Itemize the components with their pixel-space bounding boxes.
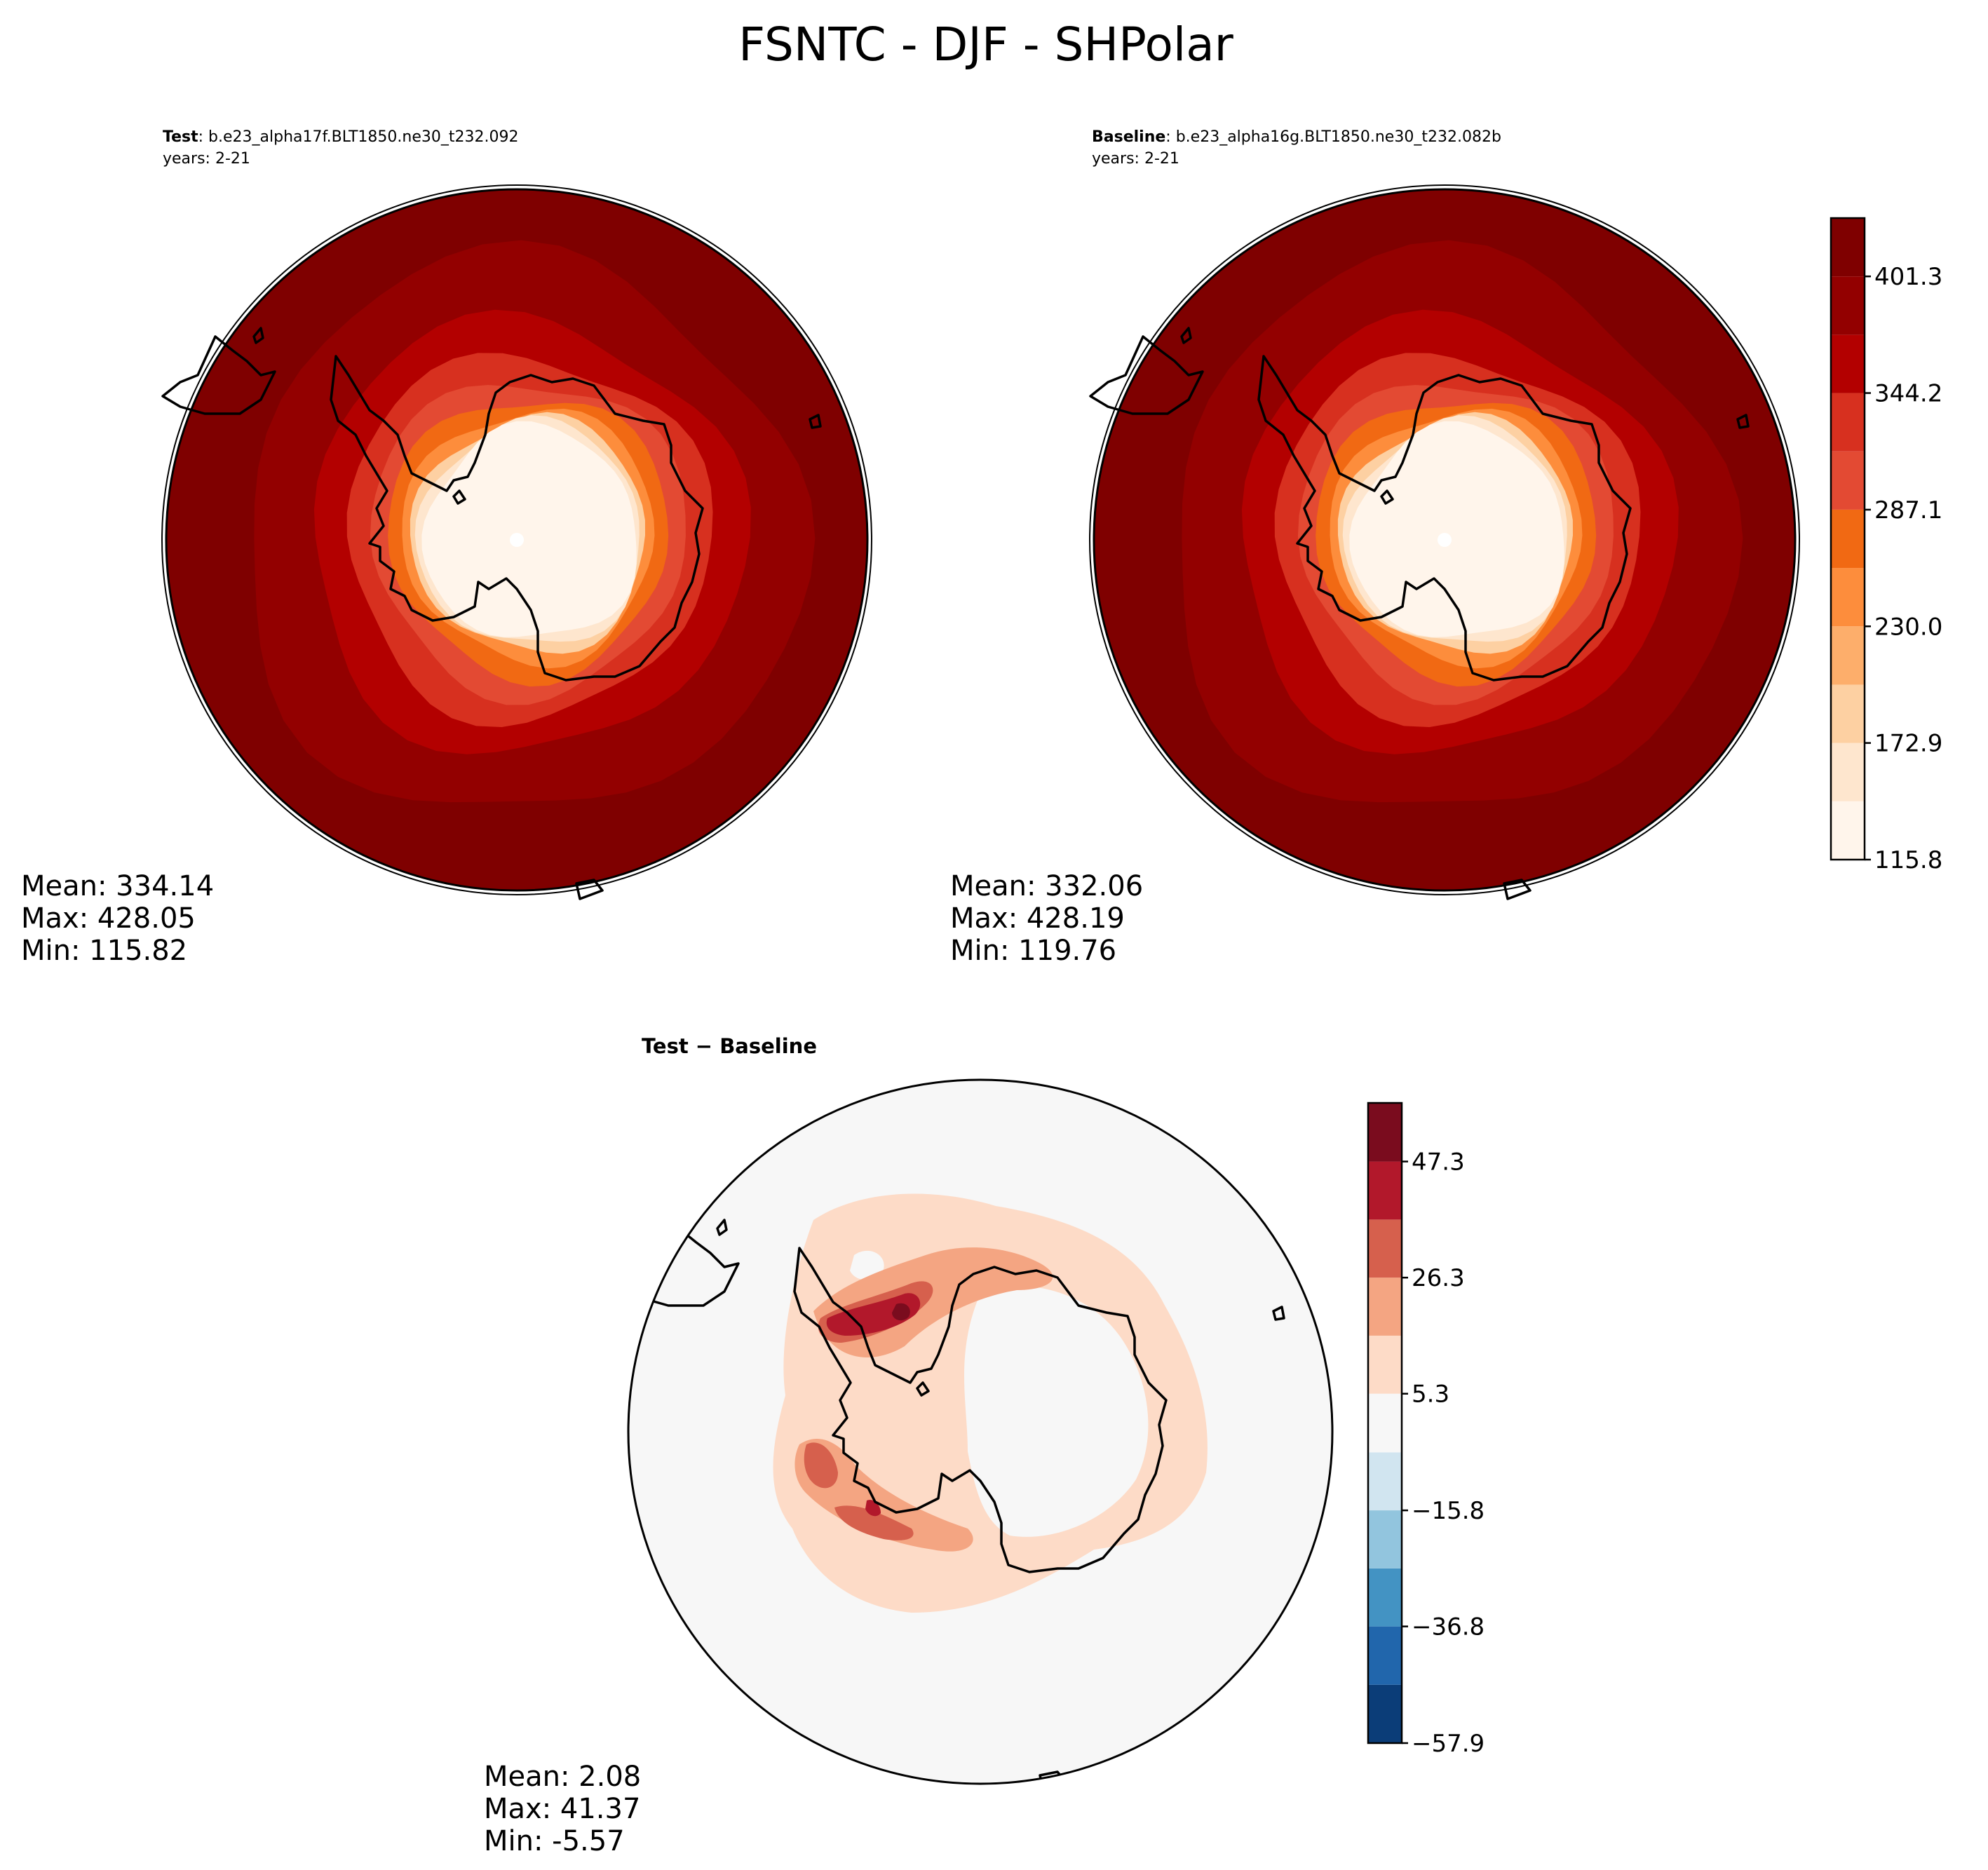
test-map-border [165, 188, 869, 892]
main-colorbar-segment-6 [1831, 451, 1865, 510]
difference-colorbar-tick-label-3: 5.3 [1412, 1381, 1449, 1409]
difference-colorbar-segment-1 [1368, 1626, 1402, 1685]
main-colorbar-segment-3 [1831, 626, 1865, 685]
main-colorbar-tick-label-4: 344.2 [1874, 380, 1942, 408]
main-colorbar-segment-7 [1831, 393, 1865, 452]
difference-panel: Test − Baseline Mean: 2.08 Max: 41.37 Mi… [484, 1034, 1334, 1857]
main-colorbar-tick-label-1: 172.9 [1874, 730, 1942, 758]
figure-title: FSNTC - DJF - SHPolar [738, 18, 1234, 72]
test-label-bold: Test [163, 128, 198, 146]
main-colorbar-segment-9 [1831, 276, 1865, 335]
difference-colorbar-tick-label-1: −36.8 [1412, 1613, 1485, 1641]
difference-colorbar-outline [1367, 1102, 1403, 1744]
difference-colorbar-segment-9 [1368, 1161, 1402, 1220]
baseline-label: Baseline: b.e23_alpha16g.BLT1850.ne30_t2… [1092, 128, 1501, 146]
baseline-years: years: 2-21 [1092, 150, 1179, 168]
baseline-contour-level-9 [1349, 421, 1564, 637]
baseline-map-border [1093, 188, 1797, 892]
main-colorbar-tick-label-3: 287.1 [1874, 496, 1942, 524]
difference-colorbar-tick-label-0: −57.9 [1412, 1730, 1485, 1758]
difference-colorbar-segment-3 [1368, 1510, 1402, 1569]
difference-peak [892, 1303, 910, 1321]
test-map [166, 189, 867, 890]
difference-colorbar-tick-label-5: 47.3 [1412, 1149, 1465, 1177]
difference-colorbar-segment-5 [1368, 1393, 1402, 1453]
main-colorbar-segment-0 [1831, 801, 1865, 860]
difference-map-border [627, 1078, 1334, 1785]
difference-colorbar-segment-6 [1368, 1335, 1402, 1394]
difference-colorbar-segment-7 [1368, 1278, 1402, 1336]
main-colorbar-outline [1830, 217, 1866, 861]
main-colorbar-segment-1 [1831, 743, 1865, 801]
difference-min: Min: -5.57 [484, 1825, 625, 1857]
test-max: Max: 428.05 [21, 902, 196, 935]
baseline-panel: Baseline: b.e23_alpha16g.BLT1850.ne30_t2… [950, 128, 1800, 967]
baseline-pole-marker [1438, 533, 1452, 547]
difference-max: Max: 41.37 [484, 1793, 640, 1825]
difference-colorbar-segment-10 [1368, 1103, 1402, 1162]
difference-colorbar-segment-4 [1368, 1452, 1402, 1511]
test-label: Test: b.e23_alpha17f.BLT1850.ne30_t232.0… [163, 128, 518, 146]
baseline-max: Max: 428.19 [950, 902, 1125, 935]
difference-colorbar-segment-0 [1368, 1684, 1402, 1743]
test-min: Min: 115.82 [21, 935, 187, 967]
difference-map [628, 1080, 1332, 1784]
main-colorbar-tick-label-2: 230.0 [1874, 613, 1942, 641]
main-colorbar-tick-label-5: 401.3 [1874, 263, 1942, 291]
test-contour-level-9 [421, 421, 637, 637]
main-colorbar-segment-2 [1831, 684, 1865, 743]
main-colorbar: 115.8 172.9 230.0 287.1 344.2 401.3 [1830, 217, 1942, 874]
difference-salmon-lower [794, 1438, 973, 1552]
difference-mean: Mean: 2.08 [484, 1761, 641, 1793]
difference-colorbar-tick-label-2: −15.8 [1412, 1497, 1485, 1525]
main-colorbar-segment-10 [1831, 218, 1865, 277]
main-colorbar-segment-4 [1831, 568, 1865, 627]
difference-near-zero-hole [964, 1285, 1149, 1537]
baseline-mean: Mean: 332.06 [950, 870, 1143, 902]
baseline-map [1094, 189, 1795, 890]
difference-colorbar: −57.9 −36.8 −15.8 5.3 26.3 47.3 [1367, 1102, 1485, 1758]
main-colorbar-tick-label-0: 115.8 [1874, 846, 1942, 874]
main-colorbar-segment-8 [1831, 334, 1865, 393]
baseline-min: Min: 119.76 [950, 935, 1116, 967]
difference-colorbar-segment-8 [1368, 1219, 1402, 1278]
difference-hole-small [850, 1250, 884, 1280]
difference-strong-core [826, 1293, 921, 1336]
difference-medium-lower [804, 1442, 838, 1489]
baseline-label-bold: Baseline [1092, 128, 1165, 146]
test-pole-marker [510, 533, 524, 547]
baseline-label-rest: : b.e23_alpha16g.BLT1850.ne30_t232.082b [1165, 128, 1501, 146]
difference-colorbar-segment-2 [1368, 1568, 1402, 1627]
test-mean: Mean: 334.14 [21, 870, 214, 902]
difference-title: Test − Baseline [642, 1034, 817, 1058]
baseline-map-outer-border [1089, 184, 1800, 895]
difference-colorbar-tick-label-4: 26.3 [1412, 1264, 1465, 1292]
test-panel: Test: b.e23_alpha17f.BLT1850.ne30_t232.0… [21, 128, 872, 967]
test-label-rest: : b.e23_alpha17f.BLT1850.ne30_t232.092 [198, 128, 519, 146]
test-map-outer-border [161, 184, 872, 895]
test-years: years: 2-21 [163, 150, 250, 168]
difference-medium-south [834, 1505, 914, 1540]
main-colorbar-segment-5 [1831, 509, 1865, 569]
